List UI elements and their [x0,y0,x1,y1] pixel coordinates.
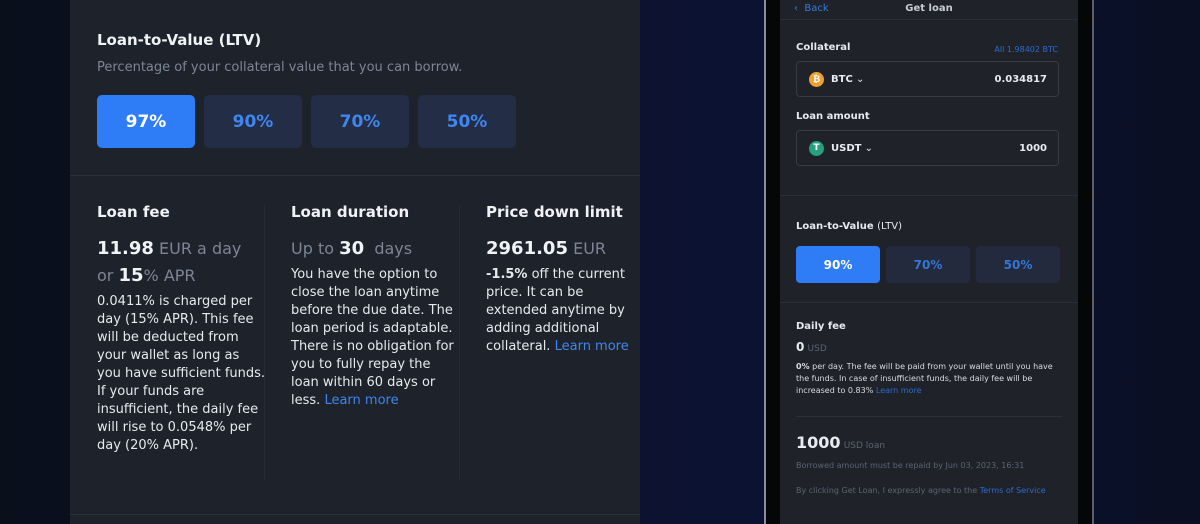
loan-amount-label: Loan amount [796,111,870,122]
apr-value: 15 [118,265,144,286]
divider [70,175,640,176]
loan-fee-unit: EUR a day [159,239,242,258]
learn-more-link[interactable]: Learn more [324,393,399,408]
loan-duration-section: Loan duration Up to 30 days You have the… [291,203,461,410]
collateral-label: Collateral [796,42,851,53]
duration-unit: days [374,239,413,258]
ltv-option-50[interactable]: 50% [418,95,516,148]
ltv-option-97[interactable]: 97% [97,95,195,148]
divider [459,205,460,480]
daily-fee-label: Daily fee [796,321,846,332]
fee-percent: 0% [796,362,810,371]
divider [780,195,1078,196]
terms-link[interactable]: Terms of Service [979,486,1046,495]
ltv-options: 97% 90% 70% 50% [97,95,516,148]
ltv-option-70[interactable]: 70% [311,95,409,148]
loan-duration-title: Loan duration [291,203,410,221]
btc-icon: ₿ [809,71,824,87]
phone-ltv-options: 90% 70% 50% [796,246,1060,283]
price-limit-description: off the current price. It can be extende… [486,267,625,354]
ltv-title: Loan-to-Value (LTV) [97,31,262,49]
daily-fee-value: 0 [796,340,805,354]
divider [796,416,1062,417]
ltv-label: Loan-to-Value [796,221,874,232]
repay-text: Borrowed amount must be repaid by Jun 03… [796,461,1025,470]
loan-fee-section: Loan fee 11.98 EUR a day or 15% APR 0.04… [97,203,267,455]
phone-ltv-option-90[interactable]: 90% [796,246,880,283]
loan-total-unit: USD loan [843,441,886,451]
back-label: Back [804,3,829,14]
collateral-value[interactable]: 0.034817 [994,73,1047,85]
terms-text: By clicking Get Loan, I expressly agree … [796,486,978,495]
price-limit-unit: EUR [573,239,607,258]
chevron-left-icon: ‹ [794,3,798,14]
collateral-coin-select[interactable]: BTC [831,73,853,85]
loan-total: 1000 [796,433,841,452]
usdt-icon: T [809,140,824,156]
price-limit-amount: 2961.05 [486,238,568,259]
apr-prefix: or [97,266,114,285]
learn-more-link[interactable]: Learn more [554,339,629,354]
daily-fee-unit: USD [807,344,827,354]
loan-fee-amount: 11.98 [97,238,154,259]
ltv-option-90[interactable]: 90% [204,95,302,148]
divider [780,302,1078,303]
chevron-down-icon: ⌄ [852,73,865,85]
ltv-subtitle: Percentage of your collateral value that… [97,60,463,75]
loan-fee-title: Loan fee [97,203,170,221]
divider [70,514,640,515]
screen-title: Get loan [905,3,953,14]
price-limit-section: Price down limit 2961.05 EUR -1.5% off t… [486,203,631,356]
duration-prefix: Up to [291,239,335,258]
loan-amount-input[interactable]: T USDT ⌄ 1000 [796,130,1059,166]
price-change: -1.5% [486,267,528,282]
loan-duration-description: You have the option to close the loan an… [291,267,454,408]
back-button[interactable]: ‹ Back [794,2,829,15]
divider [264,205,265,480]
collateral-all-link[interactable]: All 1.98402 BTC [994,45,1058,54]
fee-learn-more-link[interactable]: Learn more [875,386,922,395]
loan-fee-description: 0.0411% is charged per day (15% APR). Th… [97,294,266,453]
loan-coin-select[interactable]: USDT [831,142,862,154]
phone-header: ‹ Back Get loan [780,0,1078,20]
ltv-suffix: (LTV) [877,221,903,232]
apr-unit: % APR [143,266,196,285]
loan-details-panel: Loan-to-Value (LTV) Percentage of your c… [70,0,640,524]
price-limit-title: Price down limit [486,203,623,221]
collateral-input[interactable]: ₿ BTC ⌄ 0.034817 [796,61,1059,97]
phone-screen: ‹ Back Get loan Collateral All 1.98402 B… [780,0,1078,524]
loan-amount-value[interactable]: 1000 [1019,142,1047,154]
fee-description: per day. The fee will be paid from your … [796,362,1053,395]
duration-days: 30 [339,238,365,259]
chevron-down-icon: ⌄ [861,142,874,154]
phone-ltv-option-70[interactable]: 70% [886,246,970,283]
phone-ltv-option-50[interactable]: 50% [976,246,1060,283]
